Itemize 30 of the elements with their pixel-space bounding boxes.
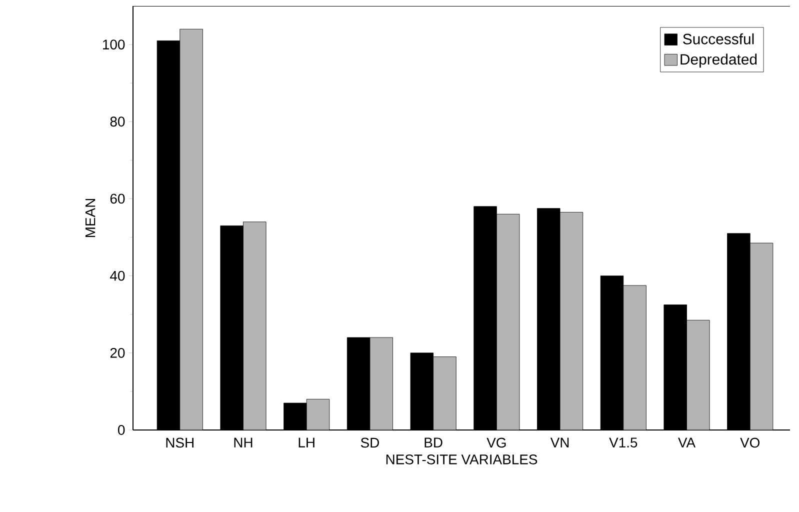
x-tick-label: NH — [234, 438, 252, 448]
bar — [433, 356, 456, 430]
bar — [623, 285, 646, 430]
bar — [243, 222, 266, 430]
x-tick-label: SD — [360, 438, 379, 448]
y-tick-label: 40 — [110, 270, 125, 281]
x-tick-label: VN — [550, 438, 569, 448]
y-tick-label: 20 — [110, 348, 125, 358]
y-tick-label: 60 — [110, 194, 125, 204]
y-tick-label: 100 — [103, 40, 125, 50]
x-tick-label: BD — [424, 438, 442, 448]
x-tick-label: VO — [740, 438, 760, 448]
legend-label: Depredated — [680, 54, 757, 68]
y-tick-label: 0 — [118, 425, 125, 435]
y-tick-label: 80 — [110, 116, 125, 127]
bar — [370, 337, 393, 430]
bar — [560, 212, 584, 430]
bar — [496, 214, 520, 430]
x-tick-label: V1.5 — [609, 438, 638, 448]
legend-label: Successful — [683, 33, 754, 44]
bar — [180, 28, 203, 430]
bar — [750, 242, 774, 430]
bar — [306, 398, 330, 430]
bar — [686, 320, 710, 430]
x-tick-label: LH — [298, 438, 314, 448]
x-tick-label: VG — [486, 438, 506, 448]
x-axis-title: NEST-SITE VARIABLES — [386, 454, 538, 464]
x-tick-label: NSH — [166, 438, 194, 448]
y-axis-title: MEAN — [86, 198, 96, 238]
x-tick-label: VA — [678, 438, 696, 448]
